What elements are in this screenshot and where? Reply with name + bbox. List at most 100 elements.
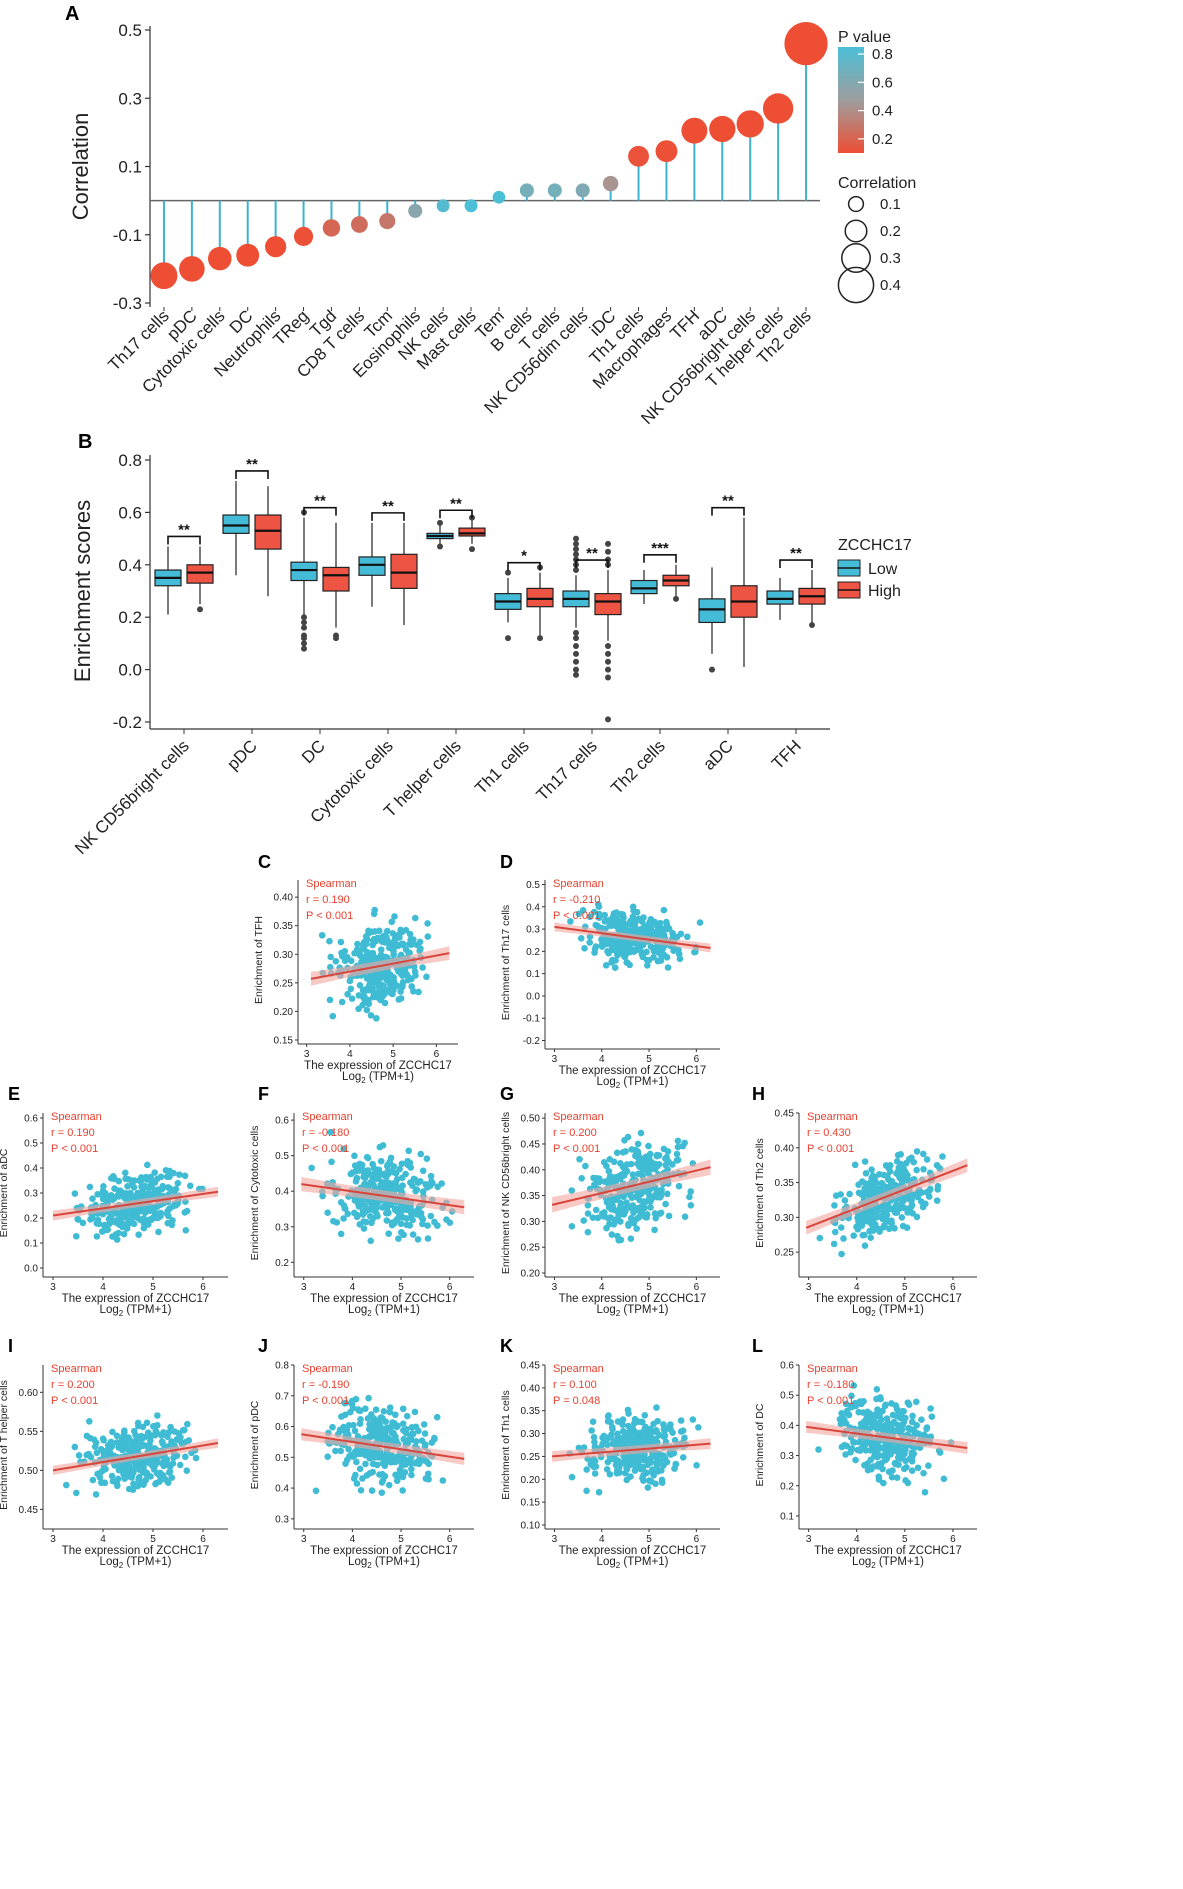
scatter-point <box>192 1454 200 1462</box>
scatter-point <box>604 1458 612 1466</box>
scatter-point <box>647 1165 655 1173</box>
scatter-point <box>892 1402 900 1409</box>
legend-correlation-symbol <box>841 243 871 273</box>
scatter-point <box>125 1217 133 1225</box>
lollipop-point <box>547 183 562 198</box>
scatter-point <box>326 996 334 1004</box>
scatter-point <box>884 1443 892 1451</box>
scatter-point <box>126 1444 134 1452</box>
scatter-point <box>663 922 671 929</box>
scatter-point <box>377 946 385 953</box>
scatter-point <box>862 1169 870 1177</box>
scatter-point <box>671 1465 678 1472</box>
y-tick-label: 0.4 <box>275 1187 289 1198</box>
x-tick-label: Th2 cells <box>607 736 669 798</box>
scatter-point <box>105 1215 113 1223</box>
scatter-point <box>908 1449 916 1457</box>
scatter-point <box>603 1465 611 1473</box>
scatter-point <box>151 1423 158 1430</box>
scatter-point <box>920 1469 927 1477</box>
scatter-point <box>405 1147 412 1155</box>
scatter-point <box>863 1414 870 1422</box>
box-outlier <box>573 671 579 678</box>
scatter-point <box>601 911 609 919</box>
scatter-point <box>379 1142 387 1149</box>
stat-method: Spearman <box>302 1111 353 1123</box>
legend-label-high: High <box>868 583 901 600</box>
legend-correlation-symbol <box>837 266 875 304</box>
scatter-point <box>658 1476 666 1484</box>
scatter-point <box>661 1427 668 1435</box>
scatter-point <box>654 1189 662 1196</box>
scatter-point <box>882 1401 889 1409</box>
scatter-point <box>816 1234 824 1242</box>
scatter-point <box>608 943 616 951</box>
scatter-point <box>878 1179 886 1187</box>
scatter-point <box>639 1463 646 1471</box>
scatter-point <box>642 1162 649 1170</box>
scatter-point <box>594 901 602 908</box>
scatter-point <box>925 1462 932 1470</box>
scatter-point <box>589 1214 597 1221</box>
significance-bracket <box>235 470 269 479</box>
y-tick-label: 0.20 <box>274 1007 294 1018</box>
scatter-point <box>101 1479 109 1487</box>
scatter-point <box>652 1480 659 1488</box>
scatter-point <box>418 1437 426 1444</box>
y-tick-label: -0.1 <box>113 226 142 245</box>
legend-correlation-label: 0.4 <box>880 277 901 294</box>
scatter-point <box>378 1489 386 1497</box>
scatter-point <box>408 1471 415 1479</box>
scatter-point <box>627 948 634 956</box>
scatter-point <box>616 1469 623 1476</box>
scatter-point <box>899 1447 906 1454</box>
scatter-point <box>425 1460 432 1468</box>
x-tick-label: Th1 cells <box>471 736 533 798</box>
scatter-point <box>370 1181 377 1189</box>
stat-p: P < 0.001 <box>51 1143 98 1155</box>
scatter-point <box>409 1231 417 1238</box>
scatter-point <box>327 953 335 961</box>
y-tick-label: 0.2 <box>118 608 142 627</box>
scatter-point <box>923 1156 931 1163</box>
box-body <box>322 566 350 592</box>
y-tick-label: 0.30 <box>274 950 294 961</box>
scatter-point <box>673 933 681 941</box>
scatter-point <box>124 1183 131 1190</box>
y-tick-label: 0.6 <box>24 1114 38 1125</box>
scatter-point <box>608 1231 616 1238</box>
scatter-point <box>610 910 618 917</box>
x-tick-label: 6 <box>694 1534 700 1545</box>
scatter-point <box>617 1159 624 1167</box>
scatter-point <box>889 1467 896 1474</box>
scatter-point <box>114 1475 122 1483</box>
x-axis-subtitle-log: Log <box>597 1304 616 1316</box>
lollipop-point <box>709 115 736 143</box>
scatter-point <box>647 1204 654 1211</box>
y-tick-label: 0.2 <box>24 1214 38 1225</box>
y-tick-label: 0.3 <box>24 1189 38 1200</box>
lollipop-point <box>464 199 478 213</box>
significance-label: ** <box>790 545 802 562</box>
scatter-point <box>353 1458 360 1466</box>
scatter-point <box>108 1472 116 1480</box>
y-tick-label: 0.20 <box>521 1269 541 1280</box>
scatter-point <box>913 1213 921 1221</box>
scatter-point <box>130 1184 138 1191</box>
scatter-point <box>363 1006 371 1014</box>
scatter-point <box>353 1480 361 1487</box>
x-tick-label: 5 <box>646 1282 652 1293</box>
significance-bracket <box>371 512 405 521</box>
scatter-point <box>687 1188 695 1195</box>
y-tick-label: 0.3 <box>275 1514 289 1525</box>
lollipop-point <box>436 199 450 213</box>
scatter-point <box>668 1161 676 1168</box>
scatter-point <box>620 1457 628 1465</box>
x-tick-label: TFH <box>768 736 805 773</box>
y-tick-label: 0.3 <box>275 1222 289 1233</box>
scatter-point <box>595 910 603 918</box>
scatter-point <box>844 1407 851 1414</box>
scatter-point <box>639 1474 646 1482</box>
